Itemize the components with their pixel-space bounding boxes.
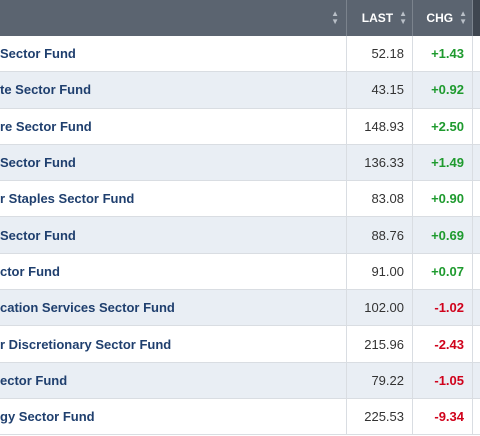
fund-name-link[interactable]: Sector Fund bbox=[0, 227, 76, 243]
last-price: 88.76 bbox=[346, 217, 412, 253]
header-edge bbox=[472, 0, 480, 36]
sort-icon: ▲ ▼ bbox=[459, 9, 467, 26]
price-change: +0.92 bbox=[412, 72, 472, 108]
table-row[interactable]: re Sector Fund 148.93 +2.50 bbox=[0, 108, 480, 145]
last-price: 102.00 bbox=[346, 290, 412, 326]
row-edge bbox=[472, 72, 480, 108]
row-edge bbox=[472, 144, 480, 181]
row-edge bbox=[472, 181, 480, 217]
sort-icon: ▲ ▼ bbox=[331, 9, 339, 26]
fund-name-link[interactable]: cation Services Sector Fund bbox=[0, 300, 175, 316]
last-price: 215.96 bbox=[346, 326, 412, 362]
table-row[interactable]: Sector Fund 52.18 +1.43 bbox=[0, 36, 480, 73]
table-row[interactable]: r Discretionary Sector Fund 215.96 -2.43 bbox=[0, 326, 480, 363]
table-row[interactable]: gy Sector Fund 225.53 -9.34 bbox=[0, 398, 480, 436]
last-column-header[interactable]: LAST ▲ ▼ bbox=[346, 0, 412, 36]
fund-name-link[interactable]: Sector Fund bbox=[0, 155, 76, 171]
table-row[interactable]: Sector Fund 88.76 +0.69 bbox=[0, 217, 480, 254]
fund-name-link[interactable]: te Sector Fund bbox=[0, 82, 92, 98]
row-edge bbox=[472, 253, 480, 290]
fund-name-link[interactable]: ctor Fund bbox=[0, 263, 60, 279]
price-change: -2.43 bbox=[412, 326, 472, 362]
sort-icon: ▲ ▼ bbox=[399, 9, 407, 26]
table-row[interactable]: r Staples Sector Fund 83.08 +0.90 bbox=[0, 181, 480, 218]
fund-name-link[interactable]: Sector Fund bbox=[0, 46, 76, 62]
last-price: 148.93 bbox=[346, 108, 412, 144]
price-change: +0.69 bbox=[412, 217, 472, 253]
chg-header-label: CHG bbox=[426, 11, 454, 25]
fund-name-link[interactable]: r Discretionary Sector Fund bbox=[0, 336, 172, 352]
table-row[interactable]: ector Fund 79.22 -1.05 bbox=[0, 362, 480, 399]
last-price: 79.22 bbox=[346, 362, 412, 398]
row-edge bbox=[472, 362, 480, 398]
fund-name-link[interactable]: ector Fund bbox=[0, 372, 68, 388]
row-edge bbox=[472, 290, 480, 326]
table-header: ▲ ▼ LAST ▲ ▼ CHG ▲ ▼ bbox=[0, 0, 480, 36]
last-price: 91.00 bbox=[346, 253, 412, 290]
fund-name-link[interactable]: r Staples Sector Fund bbox=[0, 191, 135, 207]
row-edge bbox=[472, 398, 480, 435]
price-change: +1.49 bbox=[412, 144, 472, 181]
fund-name-link[interactable]: gy Sector Fund bbox=[0, 409, 95, 425]
table-row[interactable]: cation Services Sector Fund 102.00 -1.02 bbox=[0, 290, 480, 327]
last-price: 136.33 bbox=[346, 144, 412, 181]
price-change: +0.90 bbox=[412, 181, 472, 217]
price-change: +0.07 bbox=[412, 253, 472, 290]
last-price: 225.53 bbox=[346, 398, 412, 435]
row-edge bbox=[472, 217, 480, 253]
chg-column-header[interactable]: CHG ▲ ▼ bbox=[412, 0, 472, 36]
price-change: +2.50 bbox=[412, 108, 472, 144]
row-edge bbox=[472, 108, 480, 144]
last-price: 52.18 bbox=[346, 36, 412, 72]
price-change: -1.02 bbox=[412, 290, 472, 326]
price-change: +1.43 bbox=[412, 36, 472, 72]
last-price: 43.15 bbox=[346, 72, 412, 108]
table-row[interactable]: Sector Fund 136.33 +1.49 bbox=[0, 144, 480, 182]
table-row[interactable]: ctor Fund 91.00 +0.07 bbox=[0, 253, 480, 291]
last-price: 83.08 bbox=[346, 181, 412, 217]
table-body: Sector Fund 52.18 +1.43 te Sector Fund 4… bbox=[0, 36, 480, 436]
table-row[interactable]: te Sector Fund 43.15 +0.92 bbox=[0, 72, 480, 109]
price-change: -9.34 bbox=[412, 398, 472, 435]
row-edge bbox=[472, 326, 480, 362]
price-change: -1.05 bbox=[412, 362, 472, 398]
last-header-label: LAST bbox=[361, 11, 394, 25]
row-edge bbox=[472, 36, 480, 72]
fund-name-link[interactable]: re Sector Fund bbox=[0, 118, 92, 134]
name-column-header[interactable]: ▲ ▼ bbox=[0, 0, 346, 36]
